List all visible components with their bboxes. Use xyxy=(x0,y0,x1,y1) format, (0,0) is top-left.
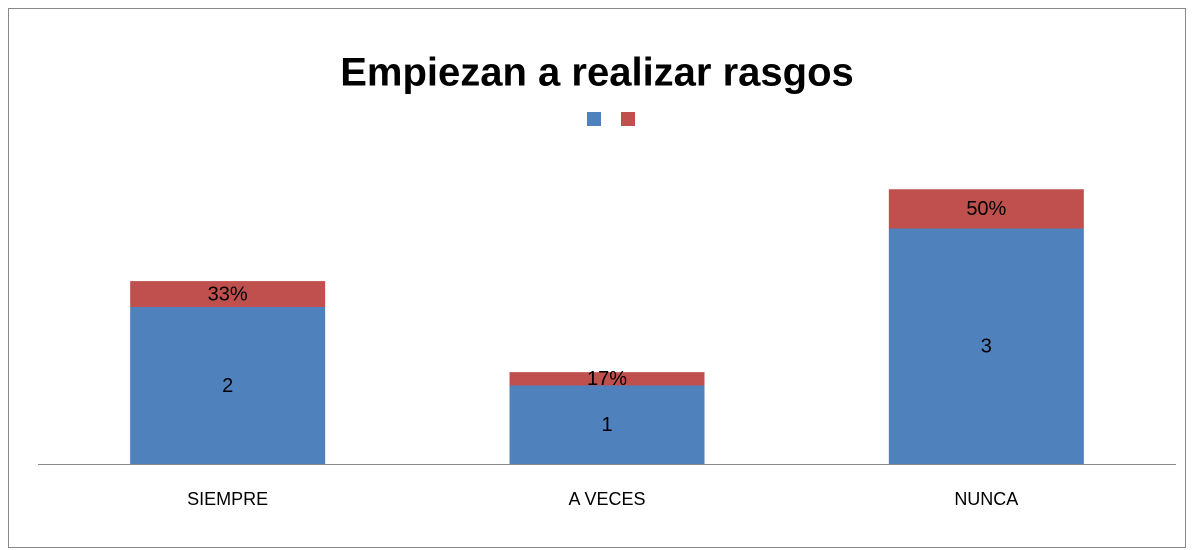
bar-segment xyxy=(888,228,1084,464)
data-label: 17% xyxy=(587,368,627,390)
bar-segment xyxy=(130,281,326,307)
bar-segment xyxy=(509,372,705,386)
x-tick-label: NUNCA xyxy=(954,489,1018,509)
x-tick-label: SIEMPRE xyxy=(187,489,268,509)
legend-marker xyxy=(621,112,635,126)
chart-title: Empiezan a realizar rasgos xyxy=(340,51,854,95)
bar-segment xyxy=(509,385,705,464)
bar-segment xyxy=(888,189,1084,229)
legend-marker xyxy=(587,112,601,126)
data-label: 1 xyxy=(601,414,612,436)
x-tick-label: A VECES xyxy=(568,489,645,509)
bar-segment xyxy=(130,307,326,464)
data-label: 2 xyxy=(222,375,233,397)
data-label: 50% xyxy=(966,198,1006,220)
data-label: 33% xyxy=(208,283,248,305)
data-label: 3 xyxy=(981,336,992,358)
